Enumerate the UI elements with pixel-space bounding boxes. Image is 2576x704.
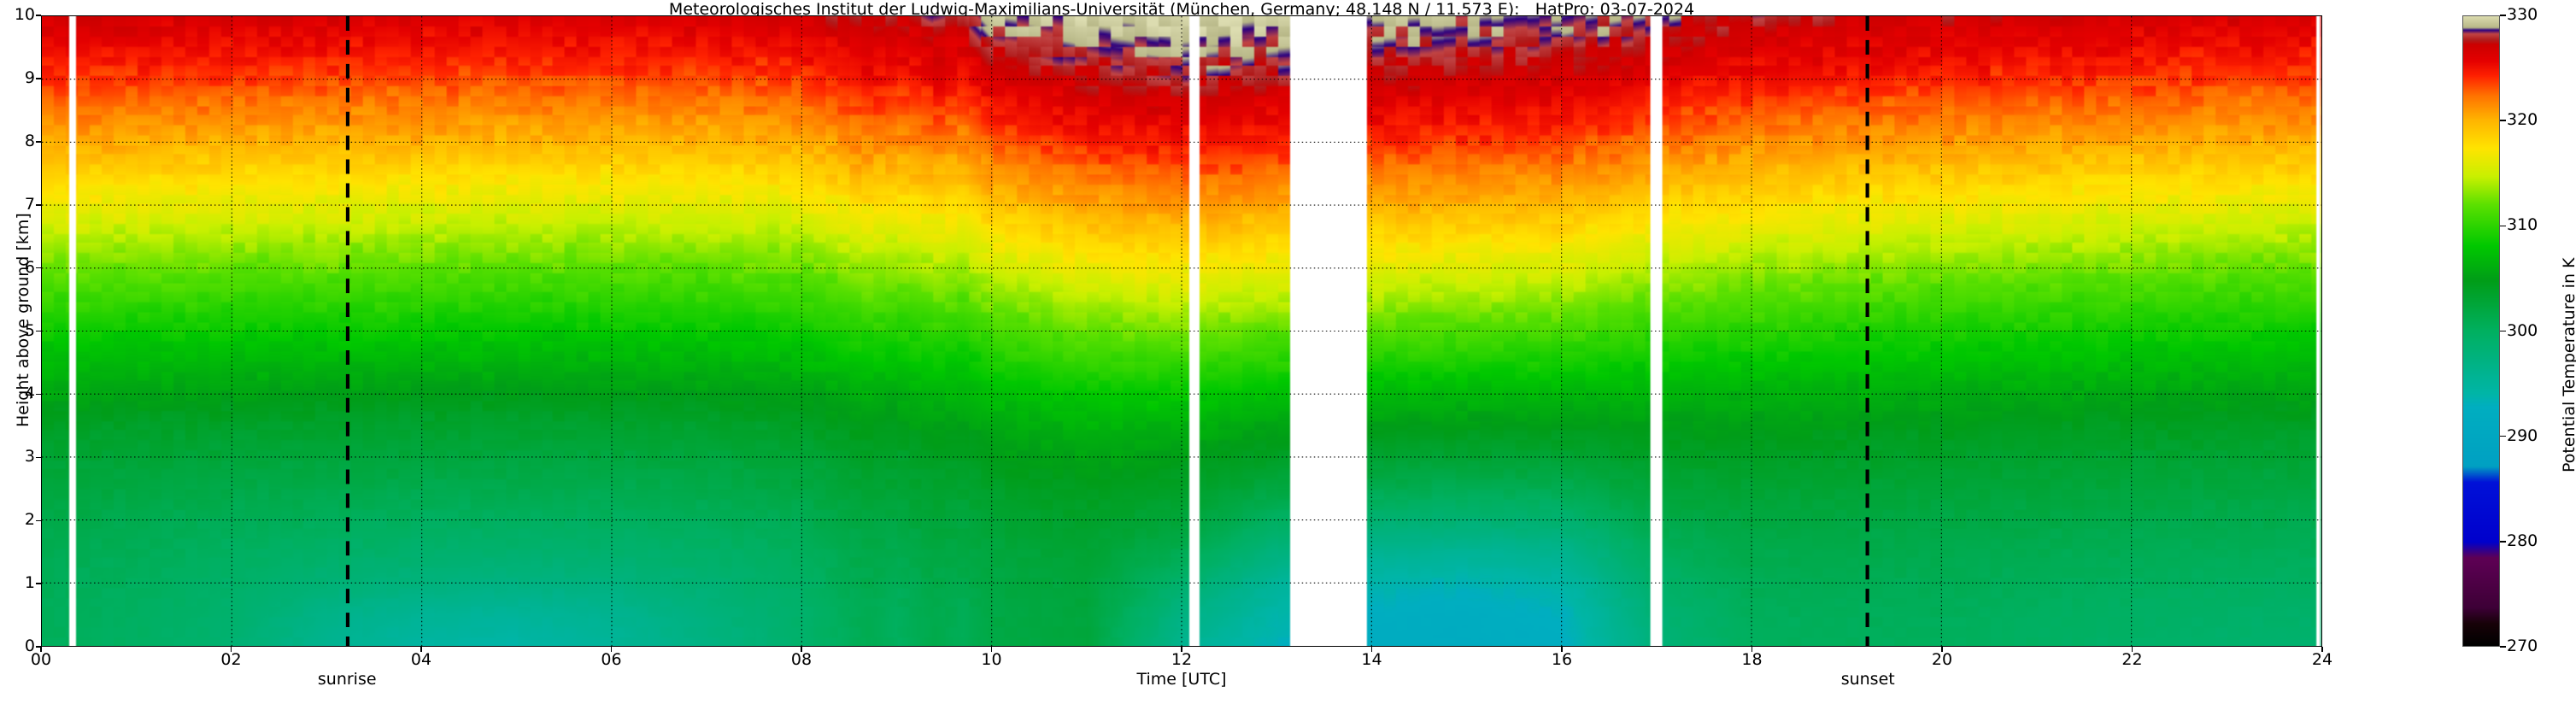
- x-tick-label: 24: [2311, 650, 2333, 669]
- y-tick-label: 0: [24, 637, 35, 655]
- x-tick-mark: [990, 647, 993, 652]
- y-tick-label: 1: [24, 573, 35, 593]
- x-tick-label: 16: [1551, 650, 1573, 669]
- y-tick-label: 3: [24, 447, 35, 466]
- y-tick-label: 4: [24, 384, 35, 403]
- page-title: Meteorologisches Institut der Ludwig-Max…: [668, 0, 1695, 19]
- colorbar[interactable]: [2462, 15, 2500, 647]
- x-tick-label: 12: [1171, 650, 1193, 669]
- colorbar-tick-label: 270: [2507, 637, 2538, 655]
- colorbar-tick-label: 320: [2507, 110, 2538, 130]
- colorbar-tick-label: 330: [2507, 5, 2538, 24]
- x-tick-label: 22: [2121, 650, 2143, 669]
- heatmap-image: [42, 16, 2321, 646]
- colorbar-label: Potential Temperature in K: [2560, 257, 2576, 472]
- colorbar-tick-mark: [2500, 541, 2506, 543]
- x-tick-label: 18: [1741, 650, 1763, 669]
- colorbar-gradient: [2463, 16, 2499, 646]
- colorbar-tick-mark: [2500, 330, 2506, 332]
- colorbar-tick-mark: [2500, 15, 2506, 16]
- x-tick-mark: [2131, 647, 2133, 652]
- x-tick-label: 04: [410, 650, 432, 669]
- y-tick-mark: [36, 519, 41, 521]
- y-tick-mark: [36, 646, 41, 648]
- colorbar-tick-mark: [2500, 435, 2506, 437]
- x-tick-mark: [230, 647, 232, 652]
- colorbar-tick-label: 310: [2507, 215, 2538, 235]
- colorbar-tick-mark: [2500, 120, 2506, 121]
- x-tick-mark: [610, 647, 613, 652]
- y-tick-mark: [36, 204, 41, 206]
- y-tick-label: 7: [24, 194, 35, 214]
- x-tick-label: 14: [1361, 650, 1382, 669]
- y-tick-label: 10: [14, 5, 35, 24]
- y-tick-label: 2: [24, 510, 35, 530]
- y-tick-label: 6: [24, 257, 35, 277]
- x-tick-mark: [1941, 647, 1943, 652]
- y-tick-mark: [36, 330, 41, 332]
- y-tick-label: 5: [24, 320, 35, 340]
- x-tick-label: 06: [601, 650, 622, 669]
- x-tick-label: 00: [30, 650, 52, 669]
- y-tick-mark: [36, 456, 41, 459]
- colorbar-tick-mark: [2500, 225, 2506, 227]
- y-tick-label: 8: [24, 131, 35, 150]
- colorbar-tick-label: 280: [2507, 531, 2538, 550]
- y-tick-mark: [36, 267, 41, 269]
- x-tick-label: 10: [981, 650, 1002, 669]
- x-tick-mark: [801, 647, 802, 652]
- y-tick-mark: [36, 15, 41, 16]
- x-tick-label: 20: [1931, 650, 1953, 669]
- heatmap-plot[interactable]: [41, 15, 2322, 647]
- y-tick-mark: [36, 141, 41, 143]
- x-tick-mark: [1370, 647, 1373, 652]
- y-tick-mark: [36, 393, 41, 396]
- event-label-sunrise: sunrise: [317, 670, 377, 689]
- x-tick-mark: [40, 647, 42, 652]
- colorbar-tick-label: 300: [2507, 320, 2538, 340]
- y-tick-mark: [36, 583, 41, 584]
- x-tick-label: 02: [220, 650, 242, 669]
- y-tick-label: 9: [24, 67, 35, 87]
- x-axis-label: Time [UTC]: [1136, 670, 1227, 689]
- event-label-sunset: sunset: [1840, 670, 1895, 689]
- colorbar-tick-mark: [2500, 646, 2506, 648]
- x-tick-label: 08: [790, 650, 813, 669]
- colorbar-tick-label: 290: [2507, 425, 2538, 445]
- y-tick-mark: [36, 78, 41, 79]
- x-tick-mark: [1561, 647, 1563, 652]
- x-tick-mark: [1751, 647, 1753, 652]
- x-tick-mark: [2321, 647, 2323, 652]
- x-tick-mark: [1181, 647, 1182, 652]
- x-tick-mark: [420, 647, 422, 652]
